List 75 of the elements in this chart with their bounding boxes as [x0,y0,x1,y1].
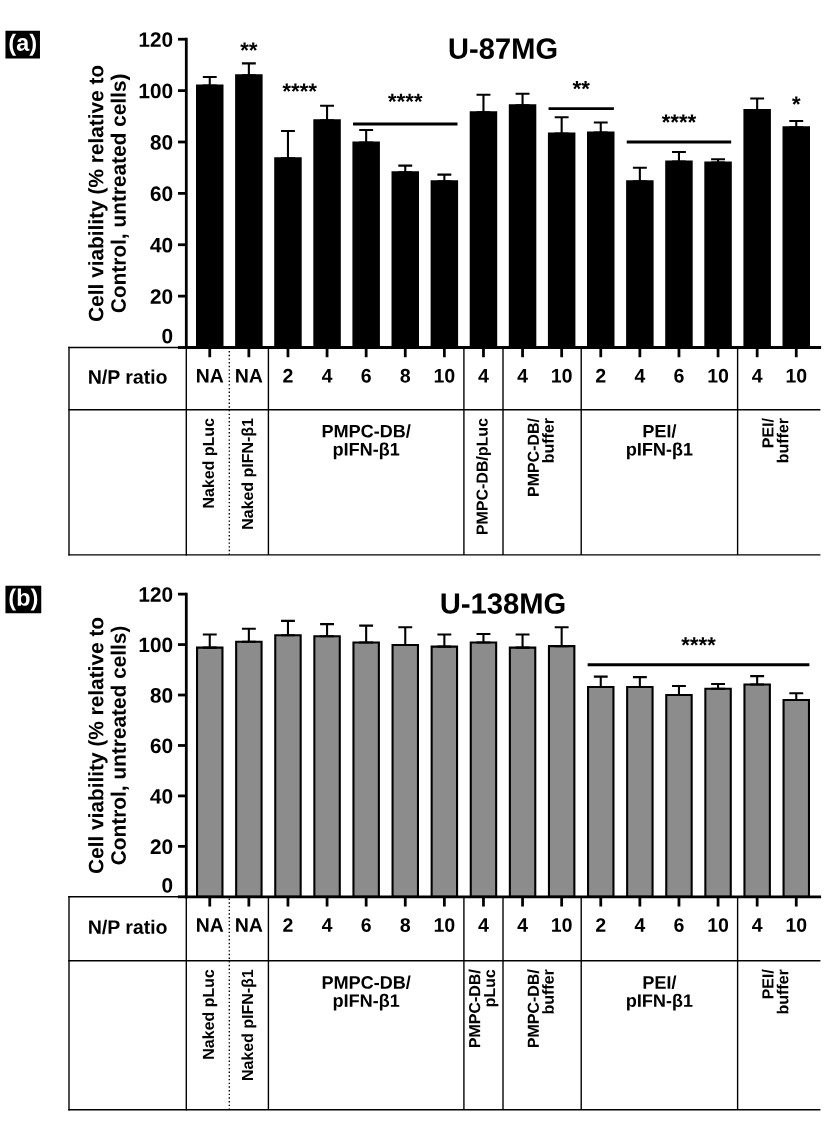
x-tick-label: 10 [786,918,807,932]
text: PMPC-DB/ pLuc [468,969,499,1048]
text: PMPC-DB/ pIFN-β1 [322,424,411,460]
y-tick-label: 80 [150,134,173,150]
text: Naked pIFN-β1 [241,969,257,1080]
y-tick-label: 100 [139,83,173,99]
y-axis-title: Cell viability (% relative to Control, untreated cells) [88,65,131,322]
x-tick-label: 6 [361,368,371,383]
text: Naked pIFN-β1 [241,418,257,529]
x-tick-label: 4 [478,369,489,383]
text: PEI/ pIFN-β1 [627,975,693,1011]
text: PMPC-DB/ buffer [527,969,554,1048]
annotation: ** [240,42,258,51]
text: PMPC-DB/pLuc [476,418,491,535]
text: Naked pLuc [202,418,218,508]
y-tick-label: 40 [150,788,173,804]
text: N/P ratio [89,919,167,935]
x-tick-label: 10 [552,368,572,383]
y-tick-label: 120 [139,587,173,602]
y-tick-label: 80 [150,688,173,703]
annotation: * [792,96,801,105]
text: (b) [9,588,38,611]
x-tick-label: 10 [552,918,572,932]
x-tick-label: 8 [400,918,411,932]
text: (a) [9,33,36,56]
x-tick-label: 2 [283,368,293,383]
x-tick-label: NA [197,918,224,932]
y-tick-label: 0 [162,877,173,893]
x-tick-label: 6 [674,368,684,383]
y-tick-label: 120 [139,32,173,47]
x-tick-label: NA [236,918,263,932]
annotation: **** [661,114,697,123]
text: PEI/ buffer [761,418,789,463]
text: PMPC-DB/ pIFN-β1 [322,975,411,1011]
annotation: **** [681,637,716,646]
text: Naked pLuc [202,969,218,1059]
x-tick-label: 10 [708,368,729,383]
chart-title: U-87MG [449,38,557,59]
text: PMPC-DB/ buffer [527,418,554,496]
x-tick-label: 4 [634,918,646,932]
y-tick-label: 60 [150,738,173,754]
x-tick-label: 4 [517,918,528,932]
x-tick-label: 2 [596,368,606,383]
x-tick-label: 4 [321,918,333,932]
annotation: **** [388,93,423,103]
x-tick-label: 4 [517,369,528,383]
y-tick-label: 60 [150,186,173,202]
annotation: **** [282,83,317,92]
x-tick-label: 2 [283,918,293,932]
x-tick-label: 4 [478,918,489,932]
annotation: ** [572,80,590,90]
x-tick-label: 10 [708,918,729,932]
x-tick-label: 4 [634,369,646,383]
chart-title: U-138MG [441,593,565,614]
text: PEI/ buffer [761,969,789,1014]
x-tick-label: 6 [674,918,684,932]
text: PEI/ pIFN-β1 [627,424,693,460]
x-tick-label: NA [197,369,224,383]
x-tick-label: 4 [752,369,763,383]
x-tick-label: 4 [752,918,763,932]
x-tick-label: 8 [400,368,411,383]
y-axis-title: Cell viability (% relative to Control, untreated cells) [88,617,131,874]
y-tick-label: 100 [139,637,173,653]
y-tick-label: 20 [150,289,173,304]
y-tick-label: 0 [162,328,173,344]
x-tick-label: 10 [434,368,455,383]
x-tick-label: 4 [321,369,333,383]
x-tick-label: 6 [361,918,371,932]
y-tick-label: 20 [150,839,173,855]
x-tick-label: NA [236,369,263,383]
x-tick-label: 10 [434,918,455,932]
text: N/P ratio [89,369,167,385]
y-tick-label: 40 [150,237,173,253]
x-tick-label: 2 [596,918,606,932]
x-tick-label: 10 [786,368,807,383]
